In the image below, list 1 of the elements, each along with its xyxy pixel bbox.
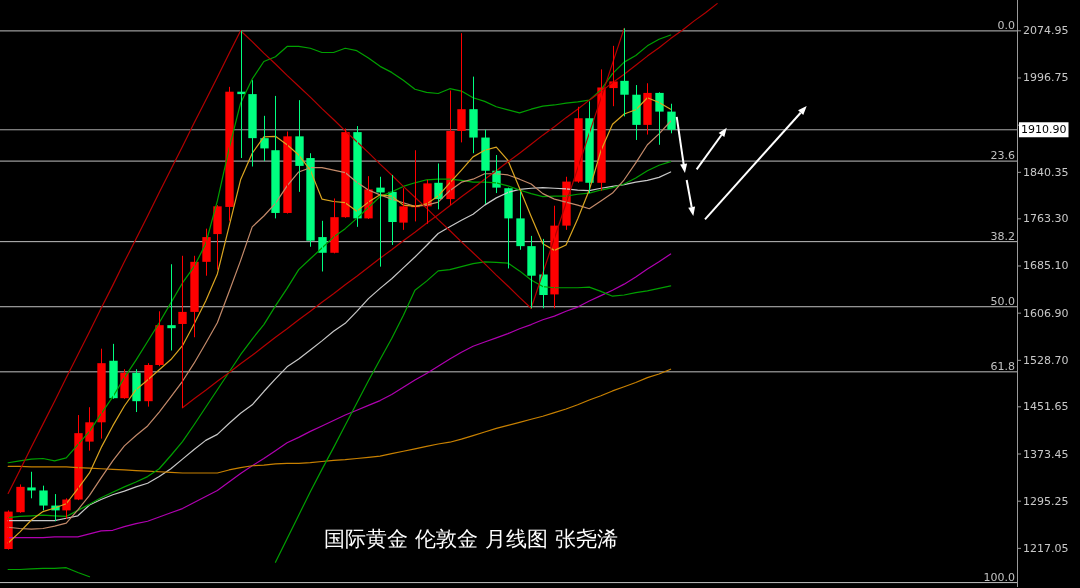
title: 国际黄金 伦敦金 月线图 张尧浠 bbox=[324, 527, 618, 551]
